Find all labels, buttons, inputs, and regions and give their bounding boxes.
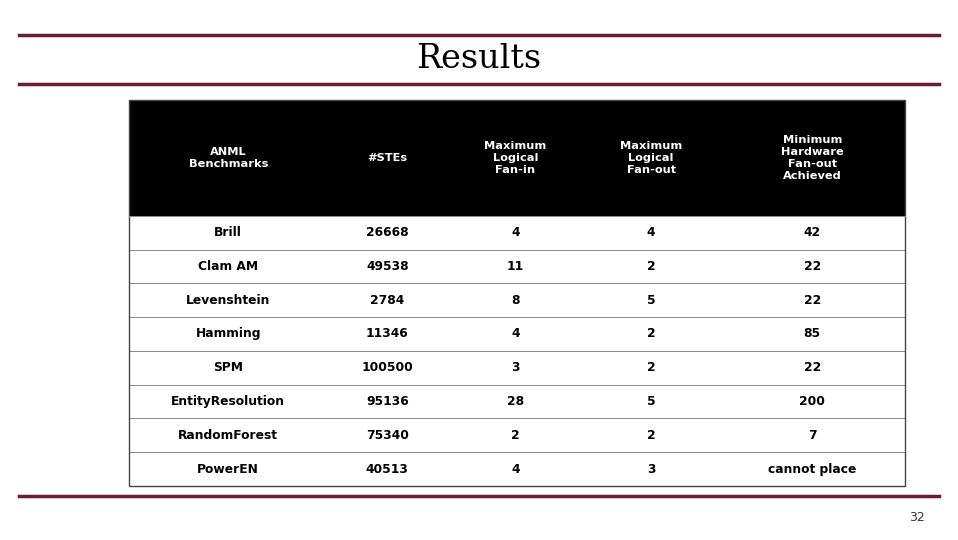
Text: 200: 200 — [799, 395, 825, 408]
Text: 85: 85 — [804, 327, 821, 341]
Text: SPM: SPM — [214, 361, 243, 374]
Text: 4: 4 — [647, 226, 655, 239]
Text: Levenshtein: Levenshtein — [186, 294, 270, 307]
Text: Maximum
Logical
Fan-in: Maximum Logical Fan-in — [484, 141, 546, 175]
Text: #STEs: #STEs — [367, 153, 407, 163]
Text: 4: 4 — [512, 463, 519, 476]
Text: 11346: 11346 — [366, 327, 409, 341]
Text: 22: 22 — [804, 260, 821, 273]
Text: Results: Results — [417, 43, 541, 76]
Text: 4: 4 — [512, 226, 519, 239]
Text: 40513: 40513 — [366, 463, 409, 476]
Text: 22: 22 — [804, 294, 821, 307]
Text: 4: 4 — [512, 327, 519, 341]
Text: 32: 32 — [909, 511, 924, 524]
Text: Minimum
Hardware
Fan-out
Achieved: Minimum Hardware Fan-out Achieved — [781, 135, 844, 181]
Text: 3: 3 — [512, 361, 519, 374]
Text: RandomForest: RandomForest — [178, 429, 278, 442]
Text: 28: 28 — [507, 395, 524, 408]
Text: 3: 3 — [647, 463, 655, 476]
Text: 100500: 100500 — [361, 361, 413, 374]
Text: 8: 8 — [512, 294, 519, 307]
Text: 2784: 2784 — [370, 294, 404, 307]
Text: 2: 2 — [647, 260, 655, 273]
Text: 75340: 75340 — [366, 429, 409, 442]
Text: Maximum
Logical
Fan-out: Maximum Logical Fan-out — [620, 141, 682, 175]
Text: Clam AM: Clam AM — [198, 260, 259, 273]
Text: 5: 5 — [647, 395, 655, 408]
Text: Brill: Brill — [215, 226, 242, 239]
Text: cannot place: cannot place — [768, 463, 856, 476]
Text: 49538: 49538 — [366, 260, 409, 273]
Text: 42: 42 — [804, 226, 821, 239]
Text: 26668: 26668 — [366, 226, 409, 239]
Text: 2: 2 — [647, 361, 655, 374]
Text: PowerEN: PowerEN — [197, 463, 260, 476]
Text: 95136: 95136 — [366, 395, 409, 408]
Text: 2: 2 — [647, 327, 655, 341]
Text: Hamming: Hamming — [195, 327, 261, 341]
Text: 2: 2 — [511, 429, 519, 442]
Text: 7: 7 — [808, 429, 816, 442]
Text: 11: 11 — [507, 260, 524, 273]
Text: 5: 5 — [647, 294, 655, 307]
Text: EntityResolution: EntityResolution — [171, 395, 285, 408]
Text: ANML
Benchmarks: ANML Benchmarks — [189, 147, 268, 169]
Text: 2: 2 — [647, 429, 655, 442]
Text: 22: 22 — [804, 361, 821, 374]
